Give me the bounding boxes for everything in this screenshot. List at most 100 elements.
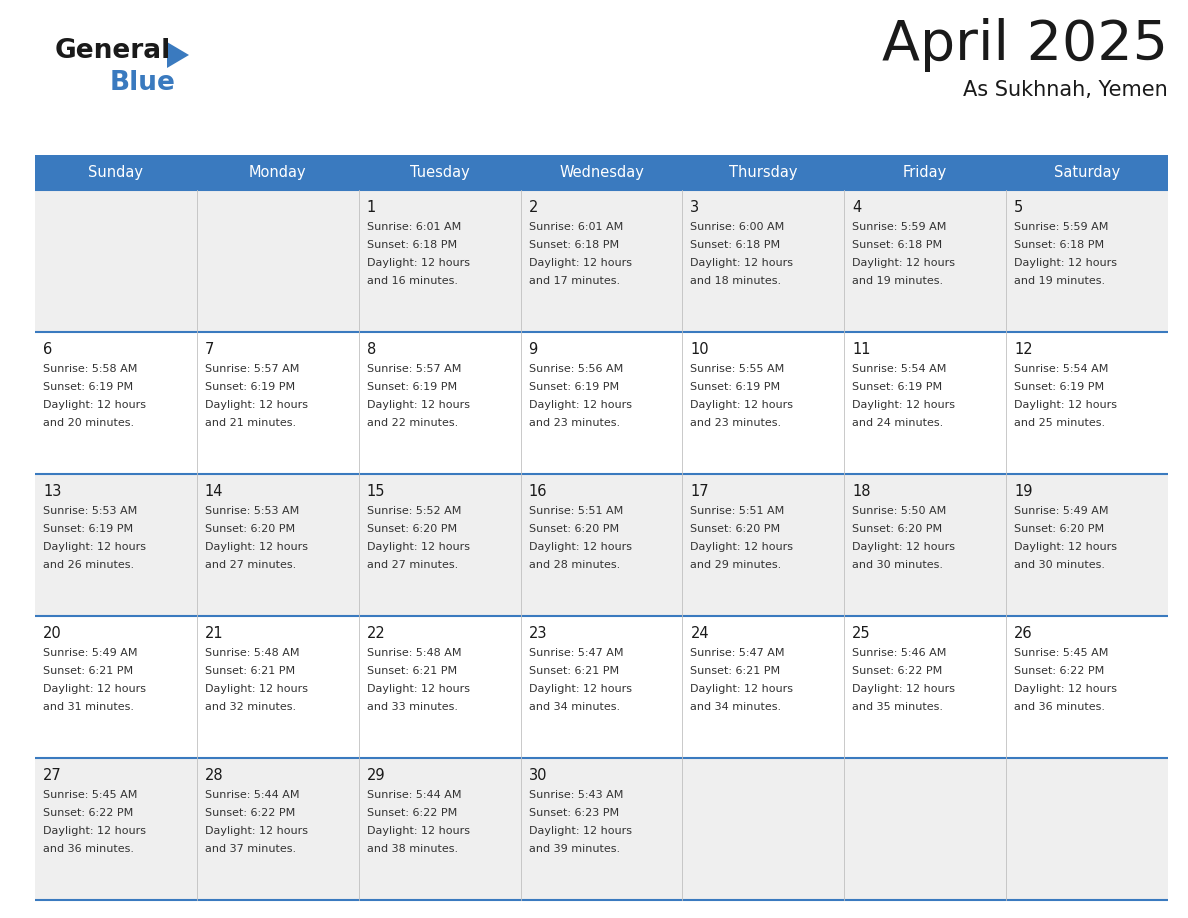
Text: and 21 minutes.: and 21 minutes. (204, 418, 296, 428)
Text: Daylight: 12 hours: Daylight: 12 hours (367, 826, 469, 836)
Text: Sunrise: 5:50 AM: Sunrise: 5:50 AM (852, 506, 947, 516)
Text: Sunrise: 5:59 AM: Sunrise: 5:59 AM (1015, 222, 1108, 232)
Text: and 25 minutes.: and 25 minutes. (1015, 418, 1105, 428)
Text: Monday: Monday (249, 165, 307, 180)
Text: Sunset: 6:20 PM: Sunset: 6:20 PM (690, 524, 781, 534)
Text: Daylight: 12 hours: Daylight: 12 hours (367, 684, 469, 694)
Text: Sunrise: 5:48 AM: Sunrise: 5:48 AM (367, 648, 461, 658)
Text: Sunset: 6:19 PM: Sunset: 6:19 PM (43, 382, 133, 392)
Text: Daylight: 12 hours: Daylight: 12 hours (204, 684, 308, 694)
Text: 7: 7 (204, 342, 214, 357)
Text: and 28 minutes.: and 28 minutes. (529, 560, 620, 570)
Text: Daylight: 12 hours: Daylight: 12 hours (367, 400, 469, 410)
Text: and 27 minutes.: and 27 minutes. (367, 560, 457, 570)
Text: Sunset: 6:18 PM: Sunset: 6:18 PM (529, 240, 619, 250)
Text: 1: 1 (367, 200, 375, 215)
Text: Daylight: 12 hours: Daylight: 12 hours (529, 258, 632, 268)
Text: Daylight: 12 hours: Daylight: 12 hours (852, 684, 955, 694)
Text: 15: 15 (367, 484, 385, 499)
Text: 28: 28 (204, 768, 223, 783)
Text: and 26 minutes.: and 26 minutes. (43, 560, 134, 570)
Text: Daylight: 12 hours: Daylight: 12 hours (43, 400, 146, 410)
Text: 19: 19 (1015, 484, 1032, 499)
Text: 6: 6 (43, 342, 52, 357)
Text: Sunrise: 5:55 AM: Sunrise: 5:55 AM (690, 364, 785, 374)
Text: 2: 2 (529, 200, 538, 215)
Text: As Sukhnah, Yemen: As Sukhnah, Yemen (963, 80, 1168, 100)
Text: and 27 minutes.: and 27 minutes. (204, 560, 296, 570)
Text: Sunrise: 5:51 AM: Sunrise: 5:51 AM (690, 506, 785, 516)
Bar (34, 155, 1168, 190)
Text: and 37 minutes.: and 37 minutes. (204, 844, 296, 854)
Text: Sunrise: 5:47 AM: Sunrise: 5:47 AM (529, 648, 623, 658)
Text: Sunset: 6:21 PM: Sunset: 6:21 PM (690, 666, 781, 676)
Text: Sunset: 6:20 PM: Sunset: 6:20 PM (852, 524, 942, 534)
Text: Sunrise: 5:53 AM: Sunrise: 5:53 AM (204, 506, 299, 516)
Text: Sunset: 6:19 PM: Sunset: 6:19 PM (367, 382, 457, 392)
Text: and 23 minutes.: and 23 minutes. (529, 418, 620, 428)
Text: Friday: Friday (903, 165, 947, 180)
Text: 30: 30 (529, 768, 546, 783)
Text: Blue: Blue (110, 70, 176, 96)
Text: Sunset: 6:19 PM: Sunset: 6:19 PM (529, 382, 619, 392)
Text: 8: 8 (367, 342, 375, 357)
Bar (34, 332, 1168, 474)
Text: 16: 16 (529, 484, 546, 499)
Text: Sunset: 6:19 PM: Sunset: 6:19 PM (204, 382, 295, 392)
Text: and 29 minutes.: and 29 minutes. (690, 560, 782, 570)
Text: Sunset: 6:19 PM: Sunset: 6:19 PM (43, 524, 133, 534)
Text: and 31 minutes.: and 31 minutes. (43, 702, 134, 712)
Text: Tuesday: Tuesday (410, 165, 469, 180)
Bar (34, 190, 1168, 332)
Text: Sunset: 6:21 PM: Sunset: 6:21 PM (367, 666, 457, 676)
Text: 24: 24 (690, 626, 709, 641)
Text: Sunrise: 5:43 AM: Sunrise: 5:43 AM (529, 790, 623, 800)
Text: Sunset: 6:18 PM: Sunset: 6:18 PM (367, 240, 457, 250)
Text: and 38 minutes.: and 38 minutes. (367, 844, 457, 854)
Text: and 33 minutes.: and 33 minutes. (367, 702, 457, 712)
Text: and 34 minutes.: and 34 minutes. (690, 702, 782, 712)
Text: 9: 9 (529, 342, 538, 357)
Text: General: General (55, 38, 171, 64)
Text: Wednesday: Wednesday (560, 165, 644, 180)
Text: and 16 minutes.: and 16 minutes. (367, 276, 457, 286)
Text: April 2025: April 2025 (881, 18, 1168, 72)
Text: and 39 minutes.: and 39 minutes. (529, 844, 620, 854)
Text: 14: 14 (204, 484, 223, 499)
Text: Sunset: 6:20 PM: Sunset: 6:20 PM (1015, 524, 1105, 534)
Text: 18: 18 (852, 484, 871, 499)
Text: Daylight: 12 hours: Daylight: 12 hours (529, 826, 632, 836)
Text: Sunrise: 5:45 AM: Sunrise: 5:45 AM (43, 790, 138, 800)
Text: and 24 minutes.: and 24 minutes. (852, 418, 943, 428)
Text: and 30 minutes.: and 30 minutes. (852, 560, 943, 570)
Text: Daylight: 12 hours: Daylight: 12 hours (43, 542, 146, 552)
Text: Daylight: 12 hours: Daylight: 12 hours (204, 826, 308, 836)
Text: and 32 minutes.: and 32 minutes. (204, 702, 296, 712)
Text: Sunrise: 5:52 AM: Sunrise: 5:52 AM (367, 506, 461, 516)
Text: Daylight: 12 hours: Daylight: 12 hours (1015, 258, 1117, 268)
Text: Sunrise: 5:53 AM: Sunrise: 5:53 AM (43, 506, 138, 516)
Text: Sunset: 6:19 PM: Sunset: 6:19 PM (852, 382, 942, 392)
Text: 26: 26 (1015, 626, 1032, 641)
Text: Sunset: 6:18 PM: Sunset: 6:18 PM (852, 240, 942, 250)
Text: Sunset: 6:22 PM: Sunset: 6:22 PM (204, 808, 295, 818)
Text: Daylight: 12 hours: Daylight: 12 hours (204, 400, 308, 410)
Text: Sunset: 6:22 PM: Sunset: 6:22 PM (43, 808, 133, 818)
Text: and 36 minutes.: and 36 minutes. (1015, 702, 1105, 712)
Text: 20: 20 (43, 626, 62, 641)
Text: Sunset: 6:19 PM: Sunset: 6:19 PM (690, 382, 781, 392)
Text: Sunrise: 5:49 AM: Sunrise: 5:49 AM (1015, 506, 1108, 516)
Text: Daylight: 12 hours: Daylight: 12 hours (529, 684, 632, 694)
Text: Daylight: 12 hours: Daylight: 12 hours (529, 542, 632, 552)
Text: Sunset: 6:21 PM: Sunset: 6:21 PM (43, 666, 133, 676)
Text: Sunday: Sunday (88, 165, 144, 180)
Text: Daylight: 12 hours: Daylight: 12 hours (690, 400, 794, 410)
Text: Sunrise: 6:00 AM: Sunrise: 6:00 AM (690, 222, 785, 232)
Text: Daylight: 12 hours: Daylight: 12 hours (204, 542, 308, 552)
Text: Thursday: Thursday (729, 165, 797, 180)
Text: and 19 minutes.: and 19 minutes. (852, 276, 943, 286)
Text: and 18 minutes.: and 18 minutes. (690, 276, 782, 286)
Text: Sunset: 6:20 PM: Sunset: 6:20 PM (529, 524, 619, 534)
Bar (34, 616, 1168, 758)
Text: Sunset: 6:22 PM: Sunset: 6:22 PM (852, 666, 942, 676)
